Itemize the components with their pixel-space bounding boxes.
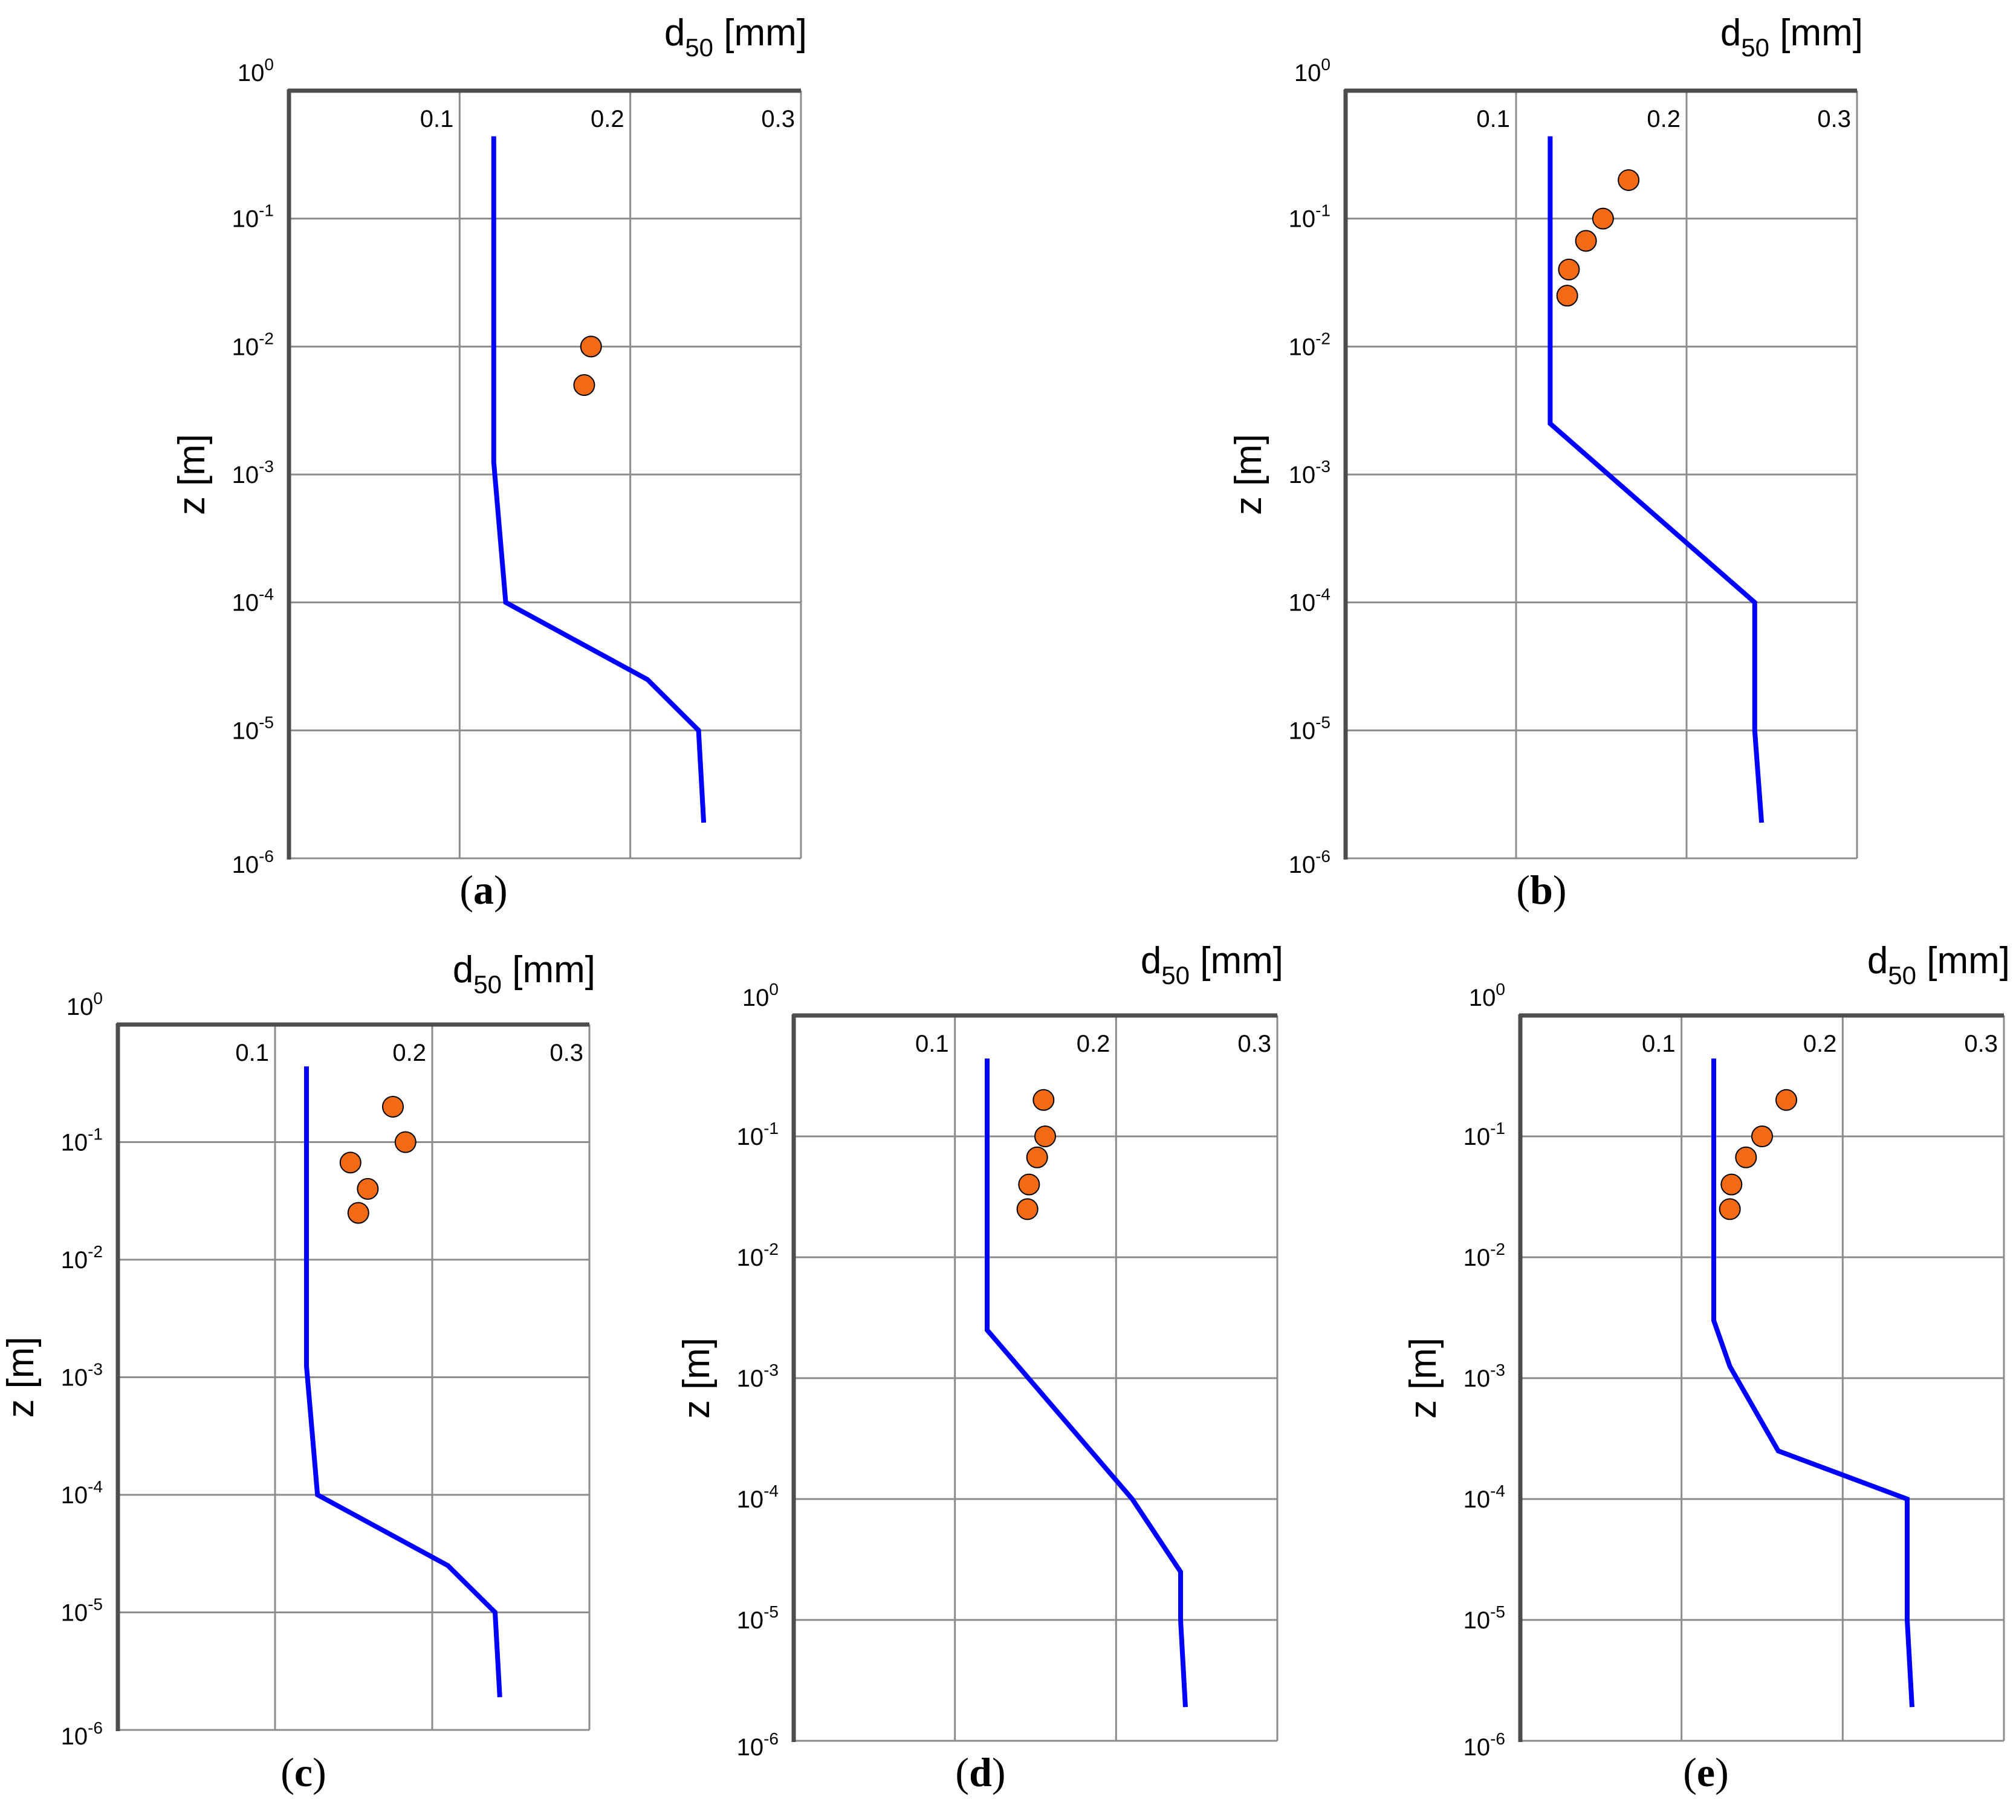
x-tick-label: 0.3 [1237, 1031, 1271, 1057]
x-tick-label: 0.3 [1817, 106, 1851, 132]
data-point [382, 1095, 404, 1118]
y-tick-label: 10-4 [232, 585, 274, 617]
panel-caption: (b) [1516, 867, 1566, 913]
y-axis-title: z [m] [171, 434, 213, 515]
x-tick-label: 0.3 [1964, 1031, 1998, 1057]
y-tick-label: 10-3 [1463, 1361, 1505, 1392]
x-tick-label: 0.1 [420, 106, 454, 132]
panel-c: 0.1 0.2 0.3 100 10-1 10-2 10-3 10-4 10-5 10-6 d50 … [0, 949, 595, 1795]
panel-caption: (d) [955, 1749, 1005, 1795]
y-tick-label: 10-4 [737, 1482, 779, 1513]
data-point [1618, 169, 1640, 191]
y-tick-label: 10-4 [1463, 1482, 1505, 1513]
data-point [1751, 1125, 1773, 1147]
panel-caption: (a) [459, 867, 507, 913]
x-tick-label: 0.2 [1803, 1031, 1837, 1057]
y-tick-label: 100 [1469, 980, 1505, 1011]
model-line [1711, 1058, 1914, 1708]
data-point [1719, 1198, 1741, 1220]
y-tick-label: 100 [66, 989, 103, 1020]
model-line [985, 1058, 1188, 1708]
y-tick-label: 10-5 [232, 713, 274, 744]
data-point [573, 374, 595, 397]
y-tick-label: 10-4 [61, 1477, 103, 1509]
y-tick-label: 10-2 [737, 1240, 779, 1271]
y-axis-title: z [m] [676, 1338, 718, 1419]
model-line [1548, 136, 1765, 823]
y-tick-label: 10-1 [1463, 1119, 1505, 1150]
data-point [394, 1131, 416, 1153]
data-point [357, 1177, 379, 1200]
data-point [1775, 1089, 1797, 1111]
y-tick-label: 10-6 [61, 1718, 103, 1750]
y-tick-label: 100 [742, 980, 779, 1011]
panel-d: 0.1 0.2 0.3 100 10-1 10-2 10-3 10-4 10-5 10-6 d50 … [676, 940, 1283, 1795]
model-line [491, 136, 707, 823]
x-tick-label: 0.3 [761, 106, 795, 132]
data-point [1032, 1089, 1055, 1111]
x-axis-title: d50 [mm] [1867, 940, 2010, 989]
x-tick-label: 0.1 [235, 1040, 269, 1066]
data-point [580, 335, 602, 358]
data-point [1735, 1146, 1757, 1168]
y-tick-label: 10-6 [737, 1729, 779, 1761]
y-axis-title: z [m] [1402, 1338, 1444, 1419]
x-tick-label: 0.1 [1642, 1031, 1676, 1057]
y-tick-label: 10-5 [737, 1602, 779, 1634]
data-point [1592, 207, 1614, 230]
x-tick-label: 0.3 [549, 1040, 583, 1066]
y-tick-label: 10-1 [61, 1125, 103, 1156]
y-tick-label: 10-2 [1289, 329, 1330, 360]
model-line [304, 1066, 502, 1698]
y-tick-label: 10-6 [1463, 1729, 1505, 1761]
y-tick-label: 100 [1294, 55, 1330, 86]
x-tick-label: 0.2 [591, 106, 624, 132]
y-tick-label: 10-2 [61, 1242, 103, 1274]
y-tick-label: 10-5 [1463, 1602, 1505, 1634]
y-tick-label: 10-5 [61, 1595, 103, 1627]
data-point [339, 1151, 361, 1174]
panel-e: 0.1 0.2 0.3 100 10-1 10-2 10-3 10-4 10-5 10-6 d50 … [1402, 940, 2010, 1795]
panel-caption: (e) [1683, 1749, 1729, 1795]
y-tick-label: 10-6 [232, 847, 274, 878]
x-tick-label: 0.2 [392, 1040, 426, 1066]
y-tick-label: 10-3 [232, 457, 274, 488]
panel-a: 0.1 0.2 0.3 100 10-1 10-2 10-3 10-4 10-5 10-6 d50 … [171, 12, 807, 913]
y-tick-label: 10-3 [1289, 457, 1330, 488]
x-tick-label: 0.2 [1647, 106, 1681, 132]
data-point [1720, 1173, 1743, 1196]
x-axis-title: d50 [mm] [1141, 940, 1283, 989]
data-point [1016, 1198, 1039, 1220]
data-point [1034, 1125, 1056, 1147]
data-point [1575, 230, 1597, 252]
data-point [1558, 258, 1580, 280]
y-tick-label: 10-2 [1463, 1240, 1505, 1271]
y-tick-label: 10-6 [1289, 847, 1330, 878]
data-point [1026, 1146, 1048, 1168]
data-point [1018, 1173, 1040, 1196]
x-axis-title: d50 [mm] [453, 949, 595, 999]
x-tick-label: 0.2 [1077, 1031, 1110, 1057]
panel-caption: (c) [280, 1749, 326, 1795]
x-tick-label: 0.1 [915, 1031, 949, 1057]
data-point [1556, 285, 1578, 307]
x-tick-label: 0.1 [1476, 106, 1510, 132]
y-tick-label: 10-4 [1289, 585, 1330, 617]
y-axis-title: z [m] [1228, 434, 1269, 515]
y-tick-label: 10-3 [737, 1361, 779, 1392]
x-axis-title: d50 [mm] [664, 12, 807, 62]
panel-b: 0.1 0.2 0.3 100 10-1 10-2 10-3 10-4 10-5 10-6 d50 … [1228, 12, 1863, 913]
y-tick-label: 10-1 [232, 201, 274, 233]
data-point [347, 1202, 369, 1224]
x-axis-title: d50 [mm] [1720, 12, 1863, 62]
y-tick-label: 10-2 [232, 329, 274, 360]
y-axis-title: z [m] [0, 1336, 42, 1417]
y-tick-label: 10-1 [737, 1119, 779, 1150]
y-tick-label: 100 [238, 55, 274, 86]
y-tick-label: 10-1 [1289, 201, 1330, 233]
y-tick-label: 10-3 [61, 1360, 103, 1391]
y-tick-label: 10-5 [1289, 713, 1330, 744]
